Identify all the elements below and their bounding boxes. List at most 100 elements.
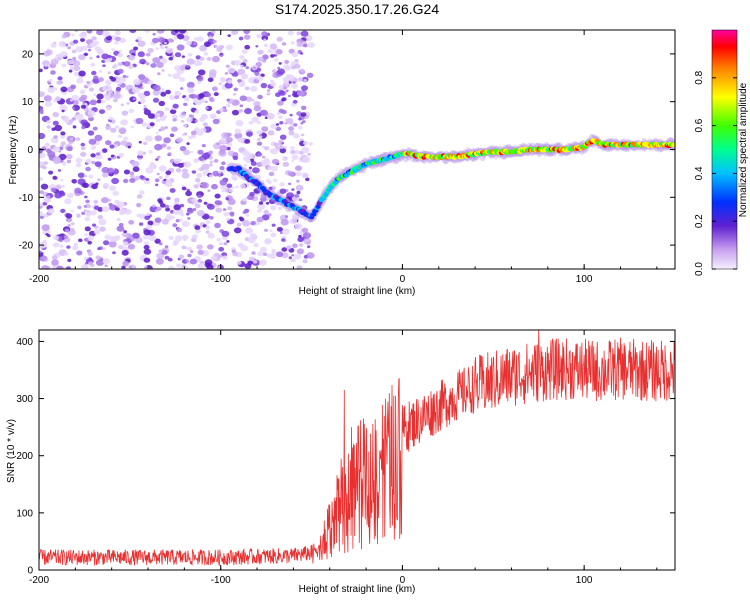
noise-speckle [301,85,308,91]
noise-speckle [197,168,201,171]
noise-speckle [289,218,298,225]
noise-speckle [168,56,174,61]
noise-speckle [286,245,292,250]
noise-speckle [174,52,182,58]
noise-speckle [174,30,179,33]
noise-speckle [95,182,99,186]
noise-speckle [69,137,74,141]
noise-speckle [50,70,56,75]
noise-speckle [57,169,62,172]
noise-speckle [239,183,246,189]
noise-speckle [167,152,172,156]
noise-speckle [178,30,187,34]
noise-speckle [108,202,113,207]
noise-speckle [300,112,307,117]
noise-speckle [59,41,63,45]
noise-speckle [270,148,279,155]
noise-speckle [214,222,221,229]
noise-speckle [263,157,270,163]
noise-speckle [285,118,294,124]
noise-speckle [190,150,194,154]
noise-speckle [282,161,290,167]
noise-speckle [197,199,203,203]
noise-speckle [167,257,173,262]
noise-speckle [288,182,292,186]
colorbar-tick-label: 0.8 [694,70,705,84]
noise-speckle [222,108,228,113]
noise-speckle [205,219,211,224]
noise-speckle [304,35,313,42]
noise-speckle [166,213,171,218]
colorbar-gradient [711,29,738,270]
noise-speckle [154,217,162,223]
noise-speckle [219,179,228,186]
noise-speckle [287,171,295,177]
noise-speckle [296,90,304,96]
noise-speckle [251,99,255,102]
noise-speckle [251,116,259,123]
noise-speckle [66,146,73,152]
noise-speckle [238,36,244,41]
noise-speckle [52,146,61,153]
noise-speckle [101,206,110,213]
noise-speckle [224,82,233,89]
noise-speckle [185,31,189,35]
noise-speckle [93,75,99,80]
noise-speckle [158,249,163,253]
noise-speckle [119,37,127,44]
noise-speckle [260,109,268,116]
noise-speckle [233,60,241,66]
noise-speckle [87,251,93,256]
snr-marks [39,330,675,566]
noise-speckle [158,176,163,179]
noise-speckle [186,142,190,146]
noise-speckle [47,234,51,238]
noise-speckle [296,31,302,36]
noise-speckle [205,106,209,110]
noise-speckle [82,182,89,188]
noise-speckle [91,223,97,227]
noise-speckle [138,74,146,80]
noise-speckle [291,154,299,160]
noise-speckle [298,243,304,247]
noise-speckle [279,188,287,194]
noise-speckle [65,217,72,223]
noise-speckle [208,163,213,167]
noise-speckle [268,171,275,177]
noise-speckle [106,35,112,41]
noise-speckle [244,164,248,167]
noise-speckle [164,42,167,45]
noise-speckle [241,73,248,79]
noise-speckle [257,203,266,210]
noise-speckle [307,152,311,156]
noise-speckle [123,169,131,175]
noise-speckle [134,175,141,181]
noise-speckle [172,223,178,228]
noise-speckle [84,226,91,232]
noise-speckle [110,154,115,158]
x-tick-label: 100 [576,274,593,285]
noise-speckle [52,120,59,126]
noise-speckle [191,234,198,240]
noise-speckle [39,152,46,159]
noise-speckle [131,160,140,168]
noise-speckle [53,235,60,241]
noise-speckle [128,219,135,225]
noise-speckle [220,173,224,176]
noise-speckle [307,245,311,249]
noise-speckle [204,100,208,104]
snr-panel: -200 -100 0 100 0 100 200 300 400 Height of stra… [6,329,676,595]
noise-speckle [177,162,185,168]
noise-speckle [262,155,266,159]
noise-speckle [135,39,139,42]
noise-speckle [113,92,121,99]
noise-speckle [174,95,180,100]
noise-speckle [188,114,193,118]
noise-speckle [250,221,256,226]
noise-speckle [143,90,151,97]
noise-speckle [226,103,231,108]
noise-speckle [227,67,236,74]
noise-speckle [245,227,253,234]
noise-speckle [152,165,156,169]
noise-speckle [301,133,305,137]
